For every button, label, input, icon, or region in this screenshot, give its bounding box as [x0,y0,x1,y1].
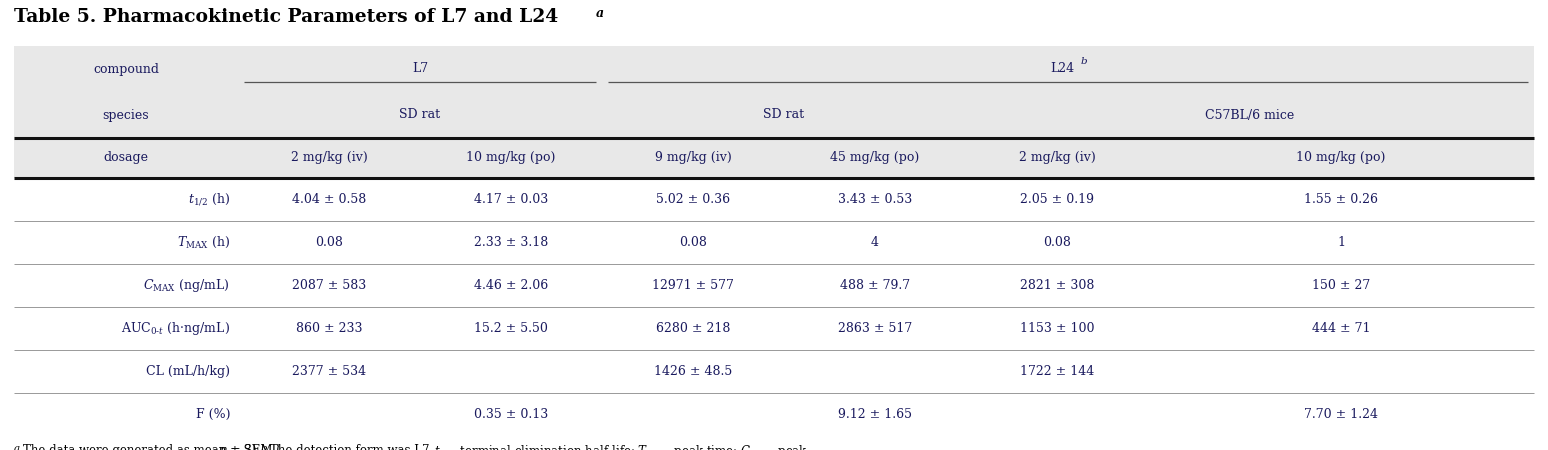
Text: 10 mg/kg (po): 10 mg/kg (po) [1296,152,1385,165]
Text: 150 ± 27: 150 ± 27 [1311,279,1370,292]
Text: 10 mg/kg (po): 10 mg/kg (po) [466,152,556,165]
Text: 2.33 ± 3.18: 2.33 ± 3.18 [474,236,548,249]
Text: F (%): F (%) [195,408,231,421]
Text: 2087 ± 583: 2087 ± 583 [293,279,367,292]
Text: a: a [596,7,604,20]
Text: 45 mg/kg (po): 45 mg/kg (po) [830,152,920,165]
Text: 6280 ± 218: 6280 ± 218 [656,322,731,335]
Text: 860 ± 233: 860 ± 233 [296,322,362,335]
Text: L7: L7 [412,63,429,76]
Text: 4.17 ± 0.03: 4.17 ± 0.03 [474,193,548,206]
Text: 0.35 ± 0.13: 0.35 ± 0.13 [474,408,548,421]
Bar [14,264,1534,307]
Text: b: b [1081,58,1087,67]
Text: 2.05 ± 0.19: 2.05 ± 0.19 [1020,193,1094,206]
Text: 9.12 ± 1.65: 9.12 ± 1.65 [837,408,912,421]
Text: 12971 ± 577: 12971 ± 577 [652,279,734,292]
Text: 1153 ± 100: 1153 ± 100 [1020,322,1094,335]
Text: n: n [218,444,226,450]
Text: 488 ± 79.7: 488 ± 79.7 [841,279,910,292]
Text: dosage: dosage [104,152,149,165]
Bar [14,393,1534,436]
Text: SD rat: SD rat [399,108,441,122]
Text: 0.08: 0.08 [680,236,707,249]
Text: $C_{\mathrm{MAX}}$ (ng/mL): $C_{\mathrm{MAX}}$ (ng/mL) [144,277,231,294]
Text: 2863 ± 517: 2863 ± 517 [837,322,912,335]
Text: The detection form was L7.: The detection form was L7. [269,444,441,450]
Text: 2 mg/kg (iv): 2 mg/kg (iv) [291,152,367,165]
Text: species: species [102,108,149,122]
Text: 3.43 ± 0.53: 3.43 ± 0.53 [837,193,912,206]
Text: = 3).: = 3). [228,444,268,450]
Text: 7.70 ± 1.24: 7.70 ± 1.24 [1303,408,1378,421]
Text: compound: compound [93,63,159,76]
Text: The data were generated as mean ± SEM (: The data were generated as mean ± SEM ( [23,444,280,450]
Bar [14,307,1534,350]
Text: 5.02 ± 0.36: 5.02 ± 0.36 [656,193,731,206]
Bar [14,350,1534,393]
Text: L24: L24 [1050,63,1074,76]
Text: 444 ± 71: 444 ± 71 [1311,322,1370,335]
Text: 4: 4 [872,236,879,249]
Bar [14,46,1534,178]
Text: a: a [14,444,20,450]
Text: 1722 ± 144: 1722 ± 144 [1020,365,1094,378]
Text: 4.04 ± 0.58: 4.04 ± 0.58 [293,193,367,206]
Text: Table 5. Pharmacokinetic Parameters of L7 and L24: Table 5. Pharmacokinetic Parameters of L… [14,8,559,26]
Text: 2821 ± 308: 2821 ± 308 [1020,279,1094,292]
Text: 0.08: 0.08 [1043,236,1071,249]
Text: 15.2 ± 5.50: 15.2 ± 5.50 [474,322,548,335]
Text: $t_{1/2}$ (h): $t_{1/2}$ (h) [187,191,231,207]
Text: 1426 ± 48.5: 1426 ± 48.5 [653,365,732,378]
Text: 9 mg/kg (iv): 9 mg/kg (iv) [655,152,731,165]
Text: $T_{\mathrm{MAX}}$ (h): $T_{\mathrm{MAX}}$ (h) [176,235,231,250]
Text: 2 mg/kg (iv): 2 mg/kg (iv) [1019,152,1096,165]
Text: CL (mL/h/kg): CL (mL/h/kg) [146,365,231,378]
Text: 0.08: 0.08 [316,236,344,249]
Text: SD rat: SD rat [763,108,805,122]
Text: $\mathrm{AUC}_{0\text{-}t}$ (h·ng/mL): $\mathrm{AUC}_{0\text{-}t}$ (h·ng/mL) [121,320,231,337]
Text: $t_{1/2}$, terminal elimination half-life; $T_{\mathrm{MAX}}$, peak time; $C_{\m: $t_{1/2}$, terminal elimination half-lif… [433,444,808,450]
Text: 1: 1 [1337,236,1345,249]
Text: C57BL/6 mice: C57BL/6 mice [1206,108,1294,122]
Text: 2377 ± 534: 2377 ± 534 [293,365,365,378]
Text: 1.55 ± 0.26: 1.55 ± 0.26 [1303,193,1378,206]
Text: 4.46 ± 2.06: 4.46 ± 2.06 [474,279,548,292]
Bar [14,221,1534,264]
Bar [14,178,1534,221]
Text: b: b [262,444,268,450]
